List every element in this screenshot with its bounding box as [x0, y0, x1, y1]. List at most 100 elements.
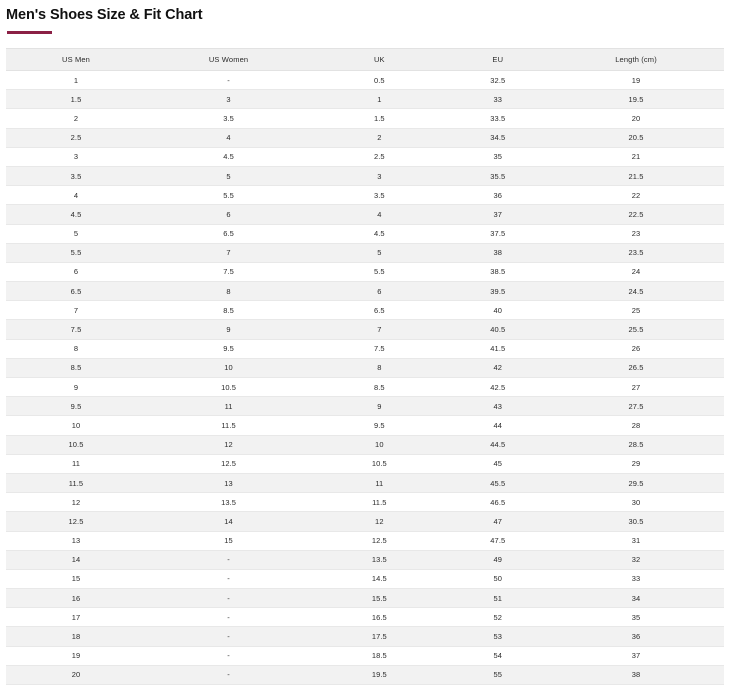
table-header: US Men US Women UK EU Length (cm): [6, 48, 724, 71]
cell-us-men: 9.5: [6, 396, 146, 417]
cell-eu: 43: [447, 396, 549, 417]
cell-us-men: 11: [6, 454, 146, 474]
table-row: 14-13.5 49 32: [6, 550, 724, 570]
cell-us-women: 3: [146, 89, 312, 110]
cell-eu: 54: [447, 646, 549, 666]
cell-eu: 37.5: [447, 224, 549, 244]
cell-uk: 2.5: [311, 147, 448, 167]
cell-uk: 3: [311, 166, 448, 187]
cell-length-cm: 35: [548, 607, 724, 628]
size-conversion-table: US Men US Women UK EU Length (cm) 1-0.5 3…: [6, 48, 724, 685]
cell-eu: 45.5: [447, 473, 549, 494]
cell-length-cm: 28.5: [548, 435, 724, 455]
cell-us-women: 3.5: [146, 108, 312, 129]
table-row: 9 10.5 8.5 42.5 27: [6, 377, 724, 398]
cell-length-cm: 30.5: [548, 511, 724, 532]
table-row: 11.5 13 11 45.5 29.5: [6, 473, 724, 494]
table-row: 11 12.5 10.5 45 29: [6, 454, 724, 474]
cell-us-men: 4.5: [6, 204, 146, 225]
table-row: 8 9.5 7.5 41.5 26: [6, 339, 724, 359]
cell-eu: 55: [447, 665, 549, 685]
table-row: 13 15 12.5 47.5 31: [6, 531, 724, 551]
table-row: 10.5 12 10 44.5 28.5: [6, 435, 724, 455]
table-row: 17-16.5 52 35: [6, 607, 724, 628]
cell-length-cm: 21: [548, 147, 724, 167]
cell-length-cm: 22: [548, 185, 724, 206]
cell-us-men: 5.5: [6, 243, 146, 263]
cell-length-cm: 26: [548, 339, 724, 359]
cell-us-women: -: [146, 607, 312, 628]
table-row: 7.5 9 7 40.5 25.5: [6, 319, 724, 340]
table-row: 3 4.5 2.5 35 21: [6, 147, 724, 167]
cell-length-cm: 26.5: [548, 358, 724, 379]
cell-eu: 45: [447, 454, 549, 474]
cell-eu: 38: [447, 243, 549, 263]
cell-eu: 40: [447, 300, 549, 321]
cell-us-women: 11: [146, 396, 312, 417]
table-row: 3.5 5 3 35.5 21.5: [6, 166, 724, 187]
cell-us-men: 1.5: [6, 89, 146, 110]
table-header-row: US Men US Women UK EU Length (cm): [6, 48, 724, 71]
table-row: 4.5 6 4 37 22.5: [6, 204, 724, 225]
table-row: 1-0.5 32.5 19: [6, 70, 724, 91]
cell-us-women: 9.5: [146, 339, 312, 359]
cell-eu: 47: [447, 511, 549, 532]
cell-length-cm: 31: [548, 531, 724, 551]
table-row: 15-14.5 50 33: [6, 569, 724, 590]
cell-eu: 44: [447, 415, 549, 436]
cell-us-women: 6.5: [146, 224, 312, 244]
cell-us-men: 4: [6, 185, 146, 206]
cell-us-women: 10.5: [146, 377, 312, 398]
cell-us-women: -: [146, 550, 312, 570]
cell-eu: 46.5: [447, 492, 549, 513]
cell-us-women: 9: [146, 319, 312, 340]
cell-length-cm: 19: [548, 70, 724, 91]
cell-us-men: 5: [6, 224, 146, 244]
table-row: 6.5 8 6 39.5 24.5: [6, 281, 724, 302]
cell-us-women: 7.5: [146, 262, 312, 283]
cell-us-men: 15: [6, 569, 146, 590]
cell-us-women: 4.5: [146, 147, 312, 167]
column-header-us-men: US Men: [6, 48, 146, 71]
table-row: 18-17.5 53 36: [6, 626, 724, 647]
cell-uk: 4: [311, 204, 448, 225]
cell-uk: 5.5: [311, 262, 448, 283]
cell-length-cm: 23: [548, 224, 724, 244]
table-row: 6 7.5 5.5 38.5 24: [6, 262, 724, 283]
cell-length-cm: 36: [548, 626, 724, 647]
cell-us-men: 2.5: [6, 128, 146, 148]
cell-us-women: 13.5: [146, 492, 312, 513]
cell-us-women: 5.5: [146, 185, 312, 206]
cell-uk: 0.5: [311, 70, 448, 91]
column-header-uk: UK: [311, 48, 448, 71]
cell-uk: 4.5: [311, 224, 448, 244]
cell-length-cm: 24: [548, 262, 724, 283]
cell-length-cm: 27.5: [548, 396, 724, 417]
cell-uk: 3.5: [311, 185, 448, 206]
table-row: 20-19.5 55 38: [6, 665, 724, 685]
cell-us-men: 3: [6, 147, 146, 167]
table-row: 4 5.5 3.5 36 22: [6, 185, 724, 206]
cell-length-cm: 34: [548, 588, 724, 609]
cell-us-men: 6.5: [6, 281, 146, 302]
cell-uk: 5: [311, 243, 448, 263]
cell-uk: 10.5: [311, 454, 448, 474]
cell-us-men: 8.5: [6, 358, 146, 379]
cell-us-men: 16: [6, 588, 146, 609]
cell-length-cm: 29: [548, 454, 724, 474]
cell-eu: 42: [447, 358, 549, 379]
cell-length-cm: 20.5: [548, 128, 724, 148]
cell-length-cm: 33: [548, 569, 724, 590]
table-row: 1.5 3 1 33 19.5: [6, 89, 724, 110]
cell-uk: 11: [311, 473, 448, 494]
cell-uk: 8: [311, 358, 448, 379]
table-row: 5 6.5 4.5 37.5 23: [6, 224, 724, 244]
cell-us-women: 13: [146, 473, 312, 494]
cell-uk: 13.5: [311, 550, 448, 570]
cell-uk: 6: [311, 281, 448, 302]
cell-us-men: 6: [6, 262, 146, 283]
cell-eu: 33: [447, 89, 549, 110]
cell-us-men: 17: [6, 607, 146, 628]
cell-eu: 52: [447, 607, 549, 628]
cell-uk: 15.5: [311, 588, 448, 609]
